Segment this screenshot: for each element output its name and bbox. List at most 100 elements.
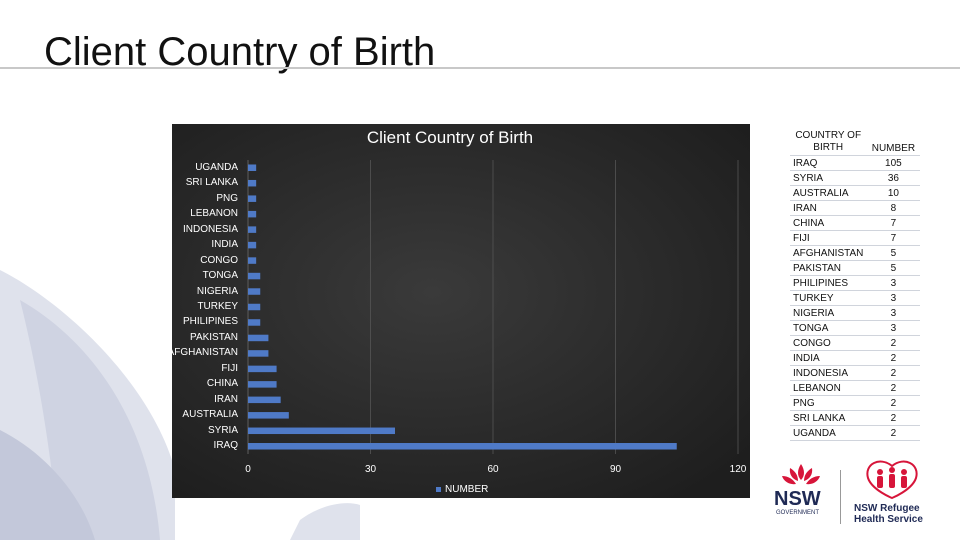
category-label: CONGO (200, 254, 238, 266)
bar-syria (248, 427, 395, 435)
table-row: PAKISTAN 5 (790, 260, 921, 276)
bar-indonesia (248, 226, 257, 233)
table-header-country: COUNTRY OF BIRTH (790, 129, 867, 156)
category-label: PHILIPINES (182, 316, 238, 328)
refugee-logo-line1: NSW Refugee (854, 503, 920, 514)
country-cell: SYRIA (790, 170, 867, 186)
bar-congo (248, 257, 257, 264)
title-divider (0, 67, 960, 69)
country-cell: AFGHANISTAN (790, 245, 867, 261)
bar-lebanon (248, 210, 257, 218)
bar-turkey (248, 303, 261, 311)
number-cell: 2 (866, 395, 921, 411)
nsw-logo-subtext: GOVERNMENT (776, 510, 820, 516)
number-cell: 2 (866, 365, 921, 381)
bar-india (248, 241, 257, 249)
table-header-number: NUMBER (866, 129, 921, 156)
category-label: TURKEY (197, 301, 238, 312)
category-label: INDIA (211, 239, 238, 251)
tick-label: 90 (609, 464, 622, 475)
country-cell: TONGA (790, 320, 867, 336)
chart-background (172, 124, 750, 498)
bar-sri-lanka (248, 179, 257, 187)
table-row: IRAN 8 (790, 200, 921, 216)
number-cell: 2 (866, 350, 921, 366)
tick-label: 120 (729, 464, 747, 475)
category-label: IRAQ (213, 440, 238, 452)
table-row: AUSTRALIA 10 (790, 185, 921, 201)
country-cell: INDIA (790, 350, 867, 366)
bar-iraq (248, 443, 677, 450)
table-row: AFGHANISTAN 5 (790, 245, 921, 261)
table-row: NIGERIA 3 (790, 305, 921, 321)
table-row: IRAQ 105 (790, 155, 921, 171)
country-cell: CHINA (790, 215, 867, 231)
bar-uganda (248, 164, 257, 171)
bar-chart: Client Country of Birth UGANDA SRI LANKA P… (168, 124, 750, 498)
category-label: UGANDA (195, 161, 238, 173)
country-cell: PAKISTAN (790, 260, 867, 276)
number-cell: 8 (866, 200, 921, 216)
bar-iran (248, 396, 281, 404)
number-cell: 105 (866, 155, 921, 171)
bar-pakistan (248, 334, 269, 342)
tick-label: 0 (245, 464, 251, 475)
table-header-row: COUNTRY OF BIRTH NUMBER (790, 129, 921, 156)
category-label: SYRIA (207, 424, 238, 436)
number-cell: 7 (866, 230, 921, 246)
category-label: AUSTRALIA (182, 409, 238, 421)
chart-legend: NUMBER (436, 484, 488, 495)
table-row: SYRIA 36 (790, 170, 921, 186)
category-label: IRAN (214, 393, 238, 405)
category-label: PAKISTAN (190, 331, 238, 343)
country-cell: PHILIPINES (790, 275, 867, 291)
country-cell: INDONESIA (790, 365, 867, 381)
category-label: NIGERIA (196, 285, 238, 297)
number-cell: 3 (866, 275, 921, 291)
bar-nigeria (248, 288, 261, 295)
refugee-logo-line2: Health Service (854, 514, 923, 525)
number-cell: 2 (866, 380, 921, 396)
table-body: IRAQ 105 SYRIA 36 AUSTRALIA 10 IRAN 8 CHINA 7 FIJI… (790, 155, 921, 441)
bar-afghanistan (248, 350, 269, 357)
tick-label: 60 (487, 464, 499, 475)
table-row: UGANDA 2 (790, 425, 921, 441)
category-label: PNG (216, 192, 238, 204)
number-cell: 10 (866, 185, 921, 201)
table-row: LEBANON 2 (790, 380, 921, 396)
country-cell: FIJI (790, 230, 867, 246)
number-cell: 5 (866, 260, 921, 276)
category-label: CHINA (206, 378, 238, 390)
number-cell: 2 (866, 335, 921, 351)
country-cell: CONGO (790, 335, 867, 351)
table-row: CHINA 7 (790, 215, 921, 231)
table-row: INDIA 2 (790, 350, 921, 366)
country-cell: TURKEY (790, 290, 867, 306)
country-cell: LEBANON (790, 380, 867, 396)
category-label: TONGA (202, 270, 238, 282)
table-row: PNG 2 (790, 395, 921, 411)
number-cell: 5 (866, 245, 921, 261)
table-row: TURKEY 3 (790, 290, 921, 306)
bar-png (248, 195, 257, 202)
number-cell: 7 (866, 215, 921, 231)
table-row: INDONESIA 2 (790, 365, 921, 381)
number-cell: 3 (866, 320, 921, 336)
country-cell: SRI LANKA (790, 410, 867, 426)
logo-divider (840, 470, 841, 524)
country-table: COUNTRY OF BIRTH NUMBER IRAQ 105 SYRIA 36 AU… (790, 129, 921, 441)
category-label: LEBANON (190, 208, 238, 220)
country-cell: AUSTRALIA (790, 185, 867, 201)
table-row: PHILIPINES 3 (790, 275, 921, 291)
number-cell: 2 (866, 410, 921, 426)
category-label: FIJI (221, 362, 238, 374)
bar-fiji (248, 365, 277, 373)
bar-philipines (248, 319, 261, 326)
number-cell: 3 (866, 305, 921, 321)
chart-title: Client Country of Birth (366, 128, 534, 147)
country-cell: NIGERIA (790, 305, 867, 321)
category-label: AFGHANISTAN (167, 347, 238, 359)
country-cell: UGANDA (790, 425, 867, 441)
country-cell: IRAN (790, 200, 867, 216)
tick-label: 30 (364, 464, 377, 475)
